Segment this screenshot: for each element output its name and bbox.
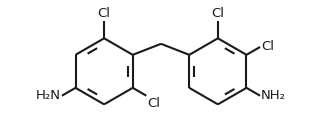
Text: Cl: Cl <box>98 7 111 19</box>
Text: H₂N: H₂N <box>36 89 61 102</box>
Text: Cl: Cl <box>147 97 160 110</box>
Text: Cl: Cl <box>261 40 274 54</box>
Text: Cl: Cl <box>211 7 224 19</box>
Text: NH₂: NH₂ <box>261 89 286 102</box>
